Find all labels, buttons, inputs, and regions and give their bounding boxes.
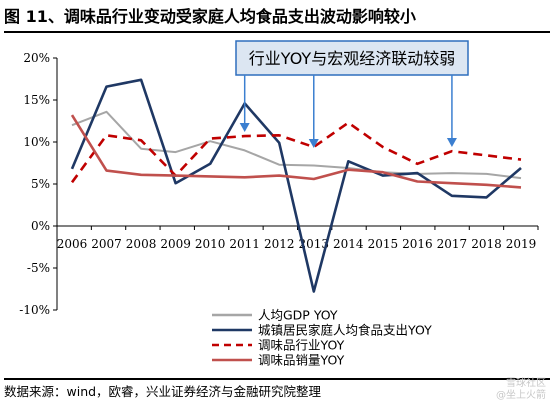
y-tick-label: -10%: [19, 303, 50, 317]
annotation-box: [235, 40, 469, 76]
y-tick-label: 10%: [23, 135, 50, 149]
y-tick-label: 15%: [23, 93, 50, 107]
x-tick-label: 2006: [57, 237, 88, 251]
x-tick-label: 2010: [195, 237, 226, 251]
annotation-arrowhead: [446, 138, 457, 147]
x-tick-label: 2015: [368, 237, 399, 251]
x-tick-label: 2018: [471, 237, 502, 251]
y-tick-label: 5%: [31, 177, 50, 191]
x-tick-label: 2007: [91, 237, 122, 251]
x-tick-label: 2011: [229, 237, 260, 251]
x-tick-label: 2019: [506, 237, 537, 251]
legend-label: 城镇居民家庭人均食品支出YOY: [258, 323, 432, 338]
series-line: [70, 114, 522, 189]
x-tick-label: 2017: [437, 237, 468, 251]
source-note: 数据来源：wind，欧睿，兴业证券经济与金融研究院整理: [4, 378, 550, 406]
series-line: [70, 78, 522, 293]
x-tick-label: 2009: [160, 237, 191, 251]
y-tick-label: 20%: [23, 51, 50, 65]
x-tick-label: 2013: [298, 237, 329, 251]
legend-label: 调味品销量YOY: [258, 353, 345, 368]
series-line: [70, 121, 522, 184]
y-tick-label: -5%: [27, 261, 50, 275]
annotation-text: 行业YOY与宏观经济联动较弱: [249, 49, 455, 68]
legend-label: 人均GDP YOY: [258, 308, 338, 323]
y-tick-label: 0%: [31, 219, 50, 233]
figure-title: 图 11、调味品行业变动受家庭人均食品支出波动影响较小: [4, 3, 550, 33]
legend-label: 调味品行业YOY: [258, 338, 345, 353]
annotation-arrowhead: [239, 123, 250, 132]
x-tick-label: 2012: [264, 237, 295, 251]
x-tick-label: 2016: [402, 237, 433, 251]
x-tick-label: 2008: [126, 237, 157, 251]
watermark: 雪球社区 @坐上火箭: [496, 378, 546, 402]
series-line: [71, 110, 522, 180]
watermark-line-1: 雪球社区: [506, 378, 546, 389]
x-tick-label: 2014: [333, 237, 364, 251]
watermark-line-2: @坐上火箭: [496, 390, 546, 401]
annotation-arrowhead: [308, 139, 319, 148]
